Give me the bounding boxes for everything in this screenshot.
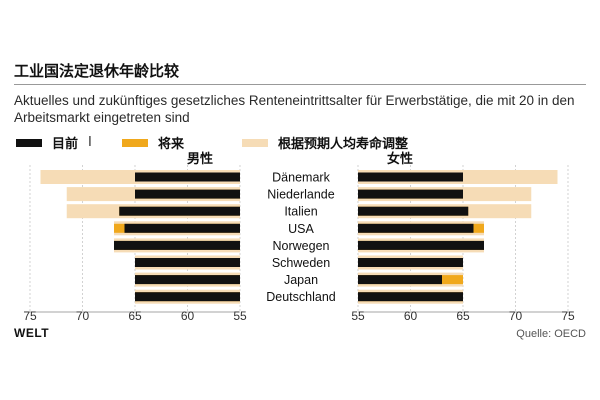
country-label: Japan (284, 273, 318, 287)
title-rule (14, 84, 586, 85)
female-bar-current (358, 275, 442, 285)
female-tick-label: 65 (456, 309, 470, 323)
male-tick-label: 70 (76, 309, 90, 323)
female-bar-current (358, 206, 469, 216)
male-bar-current (135, 275, 240, 285)
source-note: Quelle: OECD (516, 328, 586, 340)
female-tick-label: 75 (561, 309, 575, 323)
female-tick-label: 70 (509, 309, 523, 323)
legend-current-label: 目前 (52, 137, 79, 152)
male-tick-label: 55 (233, 309, 247, 323)
female-bar-current (358, 189, 463, 199)
male-bar-current (135, 189, 240, 199)
legend-future: 将来 (122, 133, 184, 152)
legend: 目前 I 将来 根据预期人均寿命调整 (16, 133, 576, 152)
female-label: 女性 (387, 151, 413, 167)
legend-current-swatch (16, 138, 42, 147)
country-label: Deutschland (266, 290, 336, 304)
country-label: Niederlande (267, 188, 334, 202)
chart-title: 工业国法定退休年龄比较 (14, 62, 180, 80)
country-label: USA (288, 222, 314, 236)
country-label: Norwegen (273, 239, 330, 253)
legend-current: 目前 I (16, 133, 92, 152)
male-bar-current (135, 172, 240, 182)
chart-subtitle: Aktuelles und zukünftiges gesetzliches R… (14, 93, 575, 125)
legend-adjusted-label: 根据预期人均寿命调整 (278, 137, 409, 152)
female-bar-current (358, 223, 474, 233)
legend-adjusted: 根据预期人均寿命调整 (242, 133, 408, 152)
male-bar-current (114, 240, 240, 250)
brand-logo: WELT (14, 326, 50, 340)
male-bar-current (119, 206, 240, 216)
male-tick-label: 65 (128, 309, 142, 323)
female-tick-label: 60 (404, 309, 418, 323)
male-label: 男性 (187, 151, 213, 167)
legend-adjusted-swatch (242, 138, 268, 147)
country-label: Italien (284, 205, 317, 219)
title-row: 工业国法定退休年龄比较 (14, 60, 586, 85)
female-bar-current (358, 258, 463, 267)
female-bar-current (358, 292, 463, 302)
legend-future-label: 将来 (158, 137, 185, 152)
female-tick-label: 55 (351, 309, 365, 323)
legend-current-mark: I (88, 135, 92, 150)
female-bar-current (358, 172, 463, 182)
male-bar-current (135, 258, 240, 267)
country-label: Schweden (272, 256, 330, 270)
female-bar-current (358, 240, 484, 250)
male-bar-current (135, 292, 240, 302)
male-tick-label: 60 (181, 309, 195, 323)
male-bar-current (124, 223, 240, 233)
male-tick-label: 75 (23, 309, 37, 323)
legend-future-swatch (122, 138, 148, 147)
country-label: Dänemark (272, 171, 330, 185)
